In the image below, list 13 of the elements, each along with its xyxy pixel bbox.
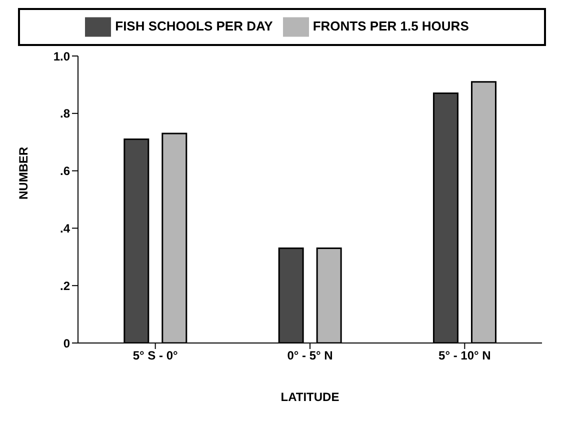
y-tick-label: 1.0: [53, 49, 70, 64]
y-tick-label: .8: [60, 106, 70, 121]
x-tick-label: 5° - 10° N: [438, 348, 491, 363]
y-tick-label: .6: [60, 164, 70, 178]
y-tick-label: .4: [60, 221, 70, 236]
y-axis-title: NUMBER: [16, 146, 30, 200]
y-tick-label: 0: [63, 336, 70, 350]
x-tick-label: 5° S - 0°: [132, 348, 178, 363]
legend-label: FISH SCHOOLS PER DAY: [115, 18, 273, 34]
legend-label: FRONTS PER 1.5 HOURS: [312, 18, 469, 34]
x-tick-label: 0° - 5° N: [287, 348, 333, 363]
y-tick-label: .2: [60, 278, 70, 293]
x-axis-title: LATITUDE: [280, 390, 340, 404]
